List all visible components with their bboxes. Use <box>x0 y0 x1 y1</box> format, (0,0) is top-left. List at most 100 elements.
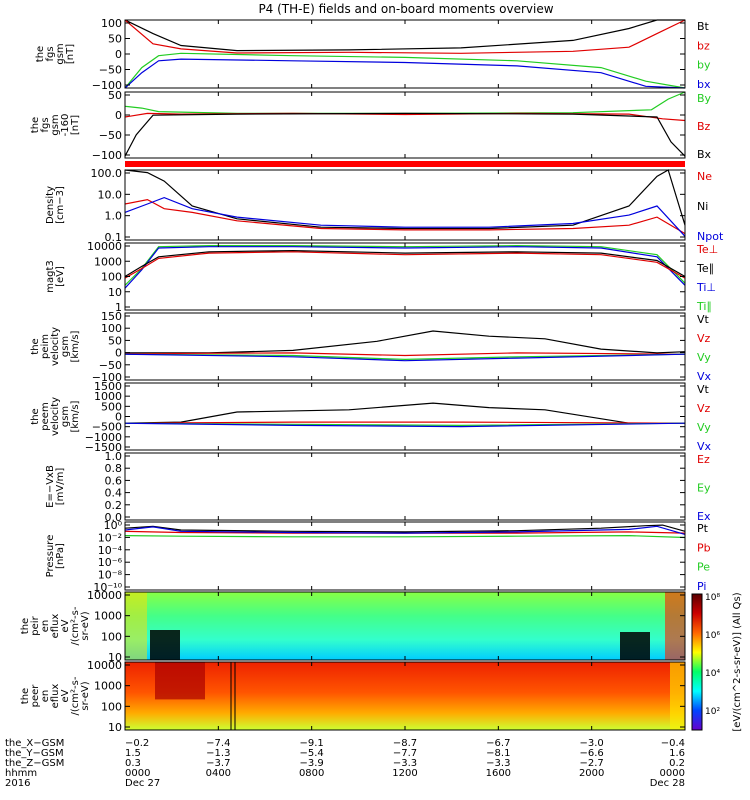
y-axis-label: E=−VxB <box>45 465 56 508</box>
x-row-value: −1.3 <box>206 748 230 759</box>
y-axis-label: [eV] <box>55 266 66 287</box>
x-row-value: 0800 <box>299 768 324 779</box>
panel-frame <box>124 91 686 159</box>
series-line-Vz <box>124 421 686 424</box>
x-row-value: 1600 <box>486 768 511 779</box>
y-tick-label: 10000 <box>87 589 122 602</box>
panel-2 <box>124 91 686 159</box>
legend-entry-Vz: Vz <box>697 402 711 415</box>
y-axis-label: sr-eV) <box>80 611 91 640</box>
legend-entry-Pe: Pe <box>697 561 710 574</box>
y-tick-label: −1500 <box>85 441 122 454</box>
x-row-value: −3.0 <box>580 738 604 749</box>
panel-8 <box>124 521 686 591</box>
x-row-value: 0000 <box>660 768 685 779</box>
x-row-value: 0.3 <box>125 758 141 769</box>
legend-entry-Bz: Bz <box>697 120 711 133</box>
y-axis-label: [mV/m] <box>55 468 66 506</box>
x-row-value: 0000 <box>125 768 150 779</box>
series-line-Te∥ <box>124 249 686 278</box>
quality-flag-bar <box>125 161 685 167</box>
y-axis-label: eV <box>60 619 71 632</box>
y-tick-label: 10 <box>108 721 122 734</box>
spectrogram-fill <box>125 592 685 660</box>
legend-entry-Te⊥: Te⊥ <box>696 243 718 256</box>
y-axis-label: en <box>40 690 51 703</box>
y-tick-label: 1.0 <box>105 210 123 223</box>
spectrogram-hot-left <box>155 662 205 700</box>
panel-5 <box>124 312 686 381</box>
colorbar-tick-label: 10⁸ <box>705 593 720 603</box>
legend-entry-Pt: Pt <box>697 522 709 535</box>
y-axis-label: [nT] <box>70 115 81 135</box>
y-tick-label: 10000 <box>87 659 122 672</box>
y-tick-label: 100 <box>101 271 122 284</box>
spectrogram-gap-right <box>620 632 650 660</box>
y-tick-label: −100 <box>92 149 122 162</box>
spectrogram-edge-right <box>670 662 685 730</box>
colorbar-tick-label: 10² <box>705 707 720 717</box>
y-axis-label: /(cm²-s- <box>70 676 81 715</box>
y-axis-label: /(cm²-s- <box>70 606 81 645</box>
legend-entry-Ne: Ne <box>697 170 712 183</box>
x-row-value: 2000 <box>579 768 604 779</box>
x-row-value: −7.7 <box>393 748 417 759</box>
x-row-label: the_Y−GSM <box>5 748 64 759</box>
series-line-Pt <box>124 524 686 533</box>
spectrogram-edge-right <box>665 592 685 660</box>
series-line-Vx <box>124 422 686 428</box>
y-axis-label: en <box>40 620 51 633</box>
x-row-label: 2016 <box>5 778 30 789</box>
y-axis-label: eflux <box>50 614 61 639</box>
legend-entry-Pi: Pi <box>697 580 706 593</box>
x-row-label: the_Z−GSM <box>5 758 64 769</box>
x-row-value: 1200 <box>392 768 417 779</box>
y-axis-label: the <box>20 688 31 704</box>
x-row-value: 0.2 <box>669 758 685 769</box>
y-tick-label: 0 <box>115 109 122 122</box>
y-tick-label: 1500 <box>94 380 122 393</box>
y-axis-label: peir <box>30 615 41 635</box>
series-line-Vz <box>124 352 686 357</box>
figure-title: P4 (TH-E) fields and on-board moments ov… <box>258 2 554 16</box>
y-tick-label: 100.0 <box>91 167 123 180</box>
x-row-value: Dec 28 <box>650 778 685 789</box>
y-axis-label: gsm <box>60 406 71 427</box>
y-axis-label: [nT] <box>65 44 76 64</box>
y-axis-label: the <box>35 46 46 62</box>
y-axis-label: velocity <box>50 397 61 436</box>
y-tick-label: 0 <box>115 411 122 424</box>
legend-entry-Npot: Npot <box>697 230 724 243</box>
y-axis-label: fgs <box>40 117 51 132</box>
x-row-label: hhmm <box>5 768 37 779</box>
y-tick-label: 0.8 <box>105 462 123 475</box>
y-tick-label: 0 <box>115 347 122 360</box>
y-axis-label: the <box>30 338 41 354</box>
series-line-Vx <box>124 353 686 362</box>
legend-entry-Vx: Vx <box>697 440 712 453</box>
series-line-Vt <box>124 402 685 424</box>
series-line-Bt <box>124 19 685 52</box>
x-row-value: −9.1 <box>300 738 324 749</box>
x-row-value: −0.2 <box>125 738 149 749</box>
y-tick-label: 50 <box>108 33 122 46</box>
y-axis-label: [cm−3] <box>55 186 66 224</box>
y-tick-label: −1000 <box>85 431 122 444</box>
y-tick-label: 10⁻⁴ <box>98 544 123 557</box>
y-axis-label: fgs <box>45 46 56 61</box>
x-row-value: −6.6 <box>580 748 604 759</box>
series-line-bz <box>124 19 686 54</box>
y-axis-label: gsm <box>50 114 61 135</box>
y-axis-label: Density <box>45 186 56 224</box>
legend-entry-Vz: Vz <box>697 332 711 345</box>
y-tick-label: 0.0 <box>105 511 123 524</box>
y-tick-label: 0.2 <box>105 499 123 512</box>
spectrogram-gap-left <box>150 630 180 660</box>
y-tick-label: 500 <box>101 400 122 413</box>
legend-entry-Pb: Pb <box>697 541 711 554</box>
y-tick-label: 100 <box>101 322 122 335</box>
panel-6 <box>124 382 686 451</box>
y-axis-label: peer <box>30 684 41 708</box>
y-axis-label: velocity <box>50 327 61 366</box>
